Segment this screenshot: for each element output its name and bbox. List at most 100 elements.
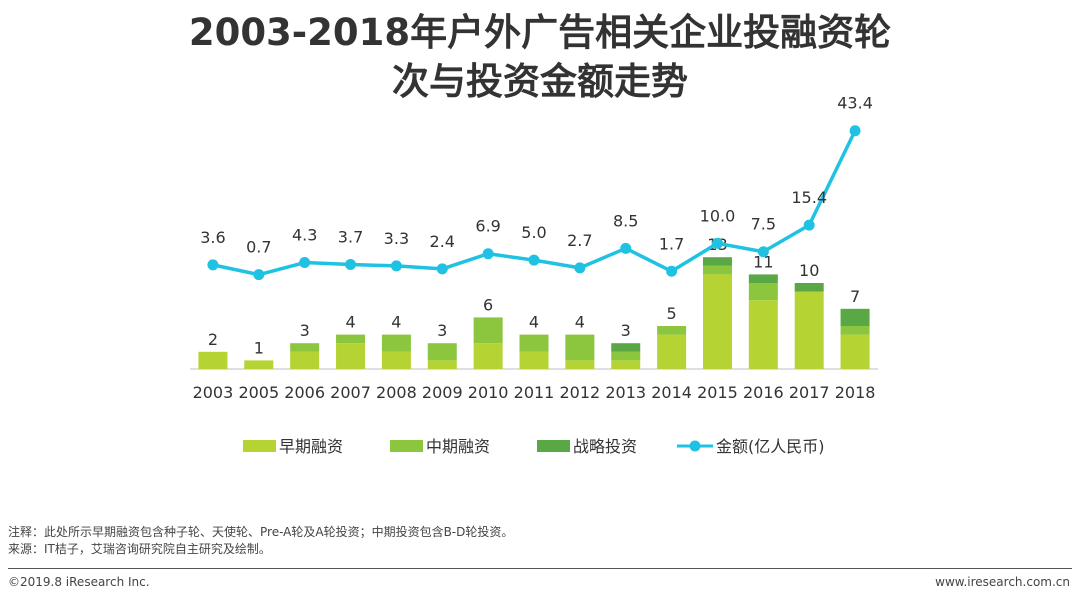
bar-total-label: 6 [483,295,493,314]
bar-segment-2 [519,334,549,352]
x-tick-label: 2008 [376,383,417,402]
bar-total-label: 11 [753,252,773,271]
bar-segment-2 [702,265,732,275]
chart-notes: 注释：此处所示早期融资包含种子轮、天使轮、Pre-A轮及A轮投资；中期投资包含B… [8,524,513,558]
amount-label: 2.4 [430,232,455,251]
bar-segment-2 [611,351,641,361]
x-tick-label: 2006 [284,383,325,402]
note-line: 注释：此处所示早期融资包含种子轮、天使轮、Pre-A轮及A轮投资；中期投资包含B… [8,525,514,539]
bar-segment-1 [702,274,732,369]
bar-segment-1 [473,343,503,369]
amount-point [803,219,815,231]
copyright-text: ©2019.8 iResearch Inc. [8,575,150,589]
bar-total-label: 7 [850,287,860,306]
amount-label: 3.7 [338,228,363,247]
bar-segment-1 [244,360,274,369]
bar-segment-3 [794,283,824,292]
amount-point [299,257,311,269]
bar-segment-2 [840,326,870,335]
amount-label: 10.0 [700,206,736,225]
amount-label: 8.5 [613,211,638,230]
legend-label: 金额(亿人民币) [716,437,825,456]
x-tick-label: 2003 [193,383,234,402]
x-tick-label: 2011 [514,383,555,402]
legend-label: 早期融资 [279,437,343,456]
x-tick-label: 2010 [468,383,509,402]
amount-label: 2.7 [567,231,592,250]
bar-segment-1 [657,334,687,369]
chart-title: 2003-2018年户外广告相关企业投融资轮 次与投资金额走势 [0,8,1080,106]
bar-total-label: 5 [667,304,677,323]
amount-point [711,237,723,249]
footer-divider [8,568,1072,569]
chart-area: 2 2003 1 2005 3 2006 4 2007 4 2008 3 2009 6 2010 4 2011… [190,94,878,456]
bar-segment-2 [427,343,457,361]
legend-swatch-2 [390,440,423,452]
bar-segment-2 [381,334,411,352]
bar-segment-3 [840,308,870,326]
source-line: 来源：IT桔子，艾瑞咨询研究院自主研究及绘制。 [8,542,271,556]
bar-segment-1 [290,351,320,369]
bar-segment-2 [336,334,366,344]
bar-segment-3 [748,274,778,283]
amount-point [390,260,402,272]
legend-label: 中期融资 [426,437,490,456]
amount-label: 6.9 [475,217,500,236]
amount-label: 3.6 [200,228,225,247]
bar-segment-2 [565,334,595,361]
bar-total-label: 2 [208,330,218,349]
amount-point [757,246,769,258]
bar-segment-1 [336,343,366,369]
amount-point [666,265,678,277]
bar-total-label: 3 [300,321,310,340]
x-tick-label: 2009 [422,383,463,402]
bar-segment-3 [611,343,641,352]
chart-title-line1: 2003-2018年户外广告相关企业投融资轮 [188,11,892,54]
bar-total-label: 3 [437,321,447,340]
bar-total-label: 4 [391,313,401,332]
legend-label: 战略投资 [573,437,637,456]
bar-segment-1 [840,334,870,369]
website-text: www.iresearch.com.cn [935,575,1070,589]
amount-label: 1.7 [659,234,684,253]
bar-segment-1 [427,360,457,369]
x-tick-label: 2018 [835,383,876,402]
x-tick-label: 2016 [743,383,784,402]
amount-point [207,259,219,271]
bar-segment-2 [290,343,320,352]
chart-title-line2: 次与投资金额走势 [392,60,688,103]
bar-segment-1 [611,360,641,369]
x-tick-label: 2012 [560,383,601,402]
amount-label: 0.7 [246,238,271,257]
amount-point [620,242,632,254]
x-tick-label: 2014 [651,383,692,402]
bar-segment-1 [519,351,549,369]
amount-label: 3.3 [384,229,409,248]
bar-total-label: 10 [799,261,819,280]
x-tick-label: 2007 [330,383,371,402]
bar-segment-2 [748,283,778,301]
amount-point [253,269,265,281]
x-tick-label: 2005 [238,383,279,402]
bar-total-label: 4 [345,313,355,332]
legend-swatch-3 [537,440,570,452]
bar-segment-1 [565,360,595,369]
bar-segment-1 [794,291,824,369]
x-tick-label: 2015 [697,383,738,402]
bar-total-label: 4 [529,313,539,332]
x-tick-label: 2013 [605,383,646,402]
legend-line-marker [689,440,701,452]
legend-swatch-1 [243,440,276,452]
bar-total-label: 1 [254,338,264,357]
amount-point [482,248,494,260]
bar-segment-2 [473,317,503,344]
bar-segment-1 [748,300,778,369]
amount-point [436,263,448,275]
amount-label: 43.4 [837,94,873,113]
amount-point [849,125,861,137]
amount-label: 5.0 [521,223,546,242]
bar-total-label: 4 [575,313,585,332]
amount-point [345,259,357,271]
bar-segment-1 [198,351,228,369]
bar-segment-2 [657,326,687,335]
